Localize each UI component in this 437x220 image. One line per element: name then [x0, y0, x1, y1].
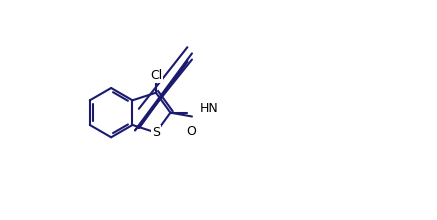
Text: HN: HN: [200, 102, 218, 115]
Text: Cl: Cl: [150, 69, 162, 82]
Text: O: O: [186, 125, 196, 138]
Text: S: S: [152, 126, 160, 139]
